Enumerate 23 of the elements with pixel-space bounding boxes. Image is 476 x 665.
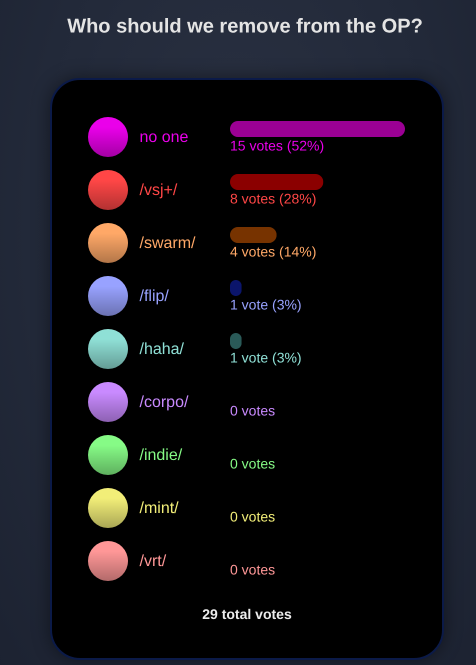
y-tick-label: /haha/ bbox=[140, 341, 185, 358]
data-label: 4 votes (14%) bbox=[230, 244, 316, 260]
data-label: 0 votes bbox=[230, 456, 276, 472]
y-tick-label: /mint/ bbox=[140, 500, 180, 517]
bar bbox=[230, 227, 277, 243]
y-tick-label: /indie/ bbox=[140, 447, 183, 464]
y-tick-label: /vrt/ bbox=[140, 553, 167, 570]
data-label: 8 votes (28%) bbox=[230, 190, 316, 206]
y-tick-label: /flip/ bbox=[140, 288, 170, 305]
data-label: 15 votes (52%) bbox=[230, 138, 324, 154]
data-label: 0 votes bbox=[230, 562, 276, 578]
data-label: 0 votes bbox=[230, 508, 276, 524]
text: 29 total votes bbox=[201, 606, 293, 622]
y-tick-label: no one bbox=[140, 129, 189, 146]
y-tick-label: /swarm/ bbox=[140, 235, 196, 252]
y-tick-label: /corpo/ bbox=[140, 394, 189, 411]
data-label: 0 votes bbox=[230, 402, 276, 418]
bar bbox=[230, 174, 324, 190]
bar bbox=[230, 121, 405, 137]
chart-title: Who should we remove from the OP? bbox=[67, 16, 423, 38]
y-tick-label: /vsj+/ bbox=[140, 182, 178, 199]
data-label: 1 vote (3%) bbox=[230, 350, 302, 366]
data-label: 1 vote (3%) bbox=[230, 296, 302, 312]
